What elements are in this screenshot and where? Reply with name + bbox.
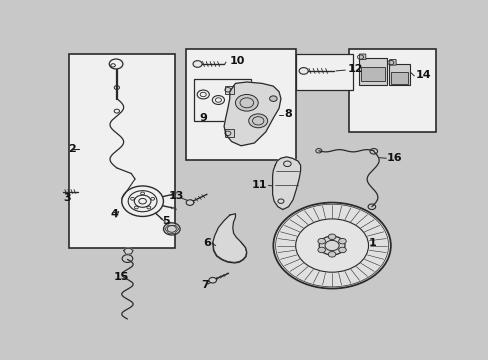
Polygon shape — [123, 248, 133, 255]
Text: 8: 8 — [284, 109, 292, 119]
Circle shape — [208, 278, 216, 283]
FancyBboxPatch shape — [360, 67, 385, 81]
Text: 4: 4 — [110, 209, 118, 219]
Circle shape — [193, 61, 202, 67]
Text: 12: 12 — [346, 64, 362, 74]
Circle shape — [327, 252, 335, 257]
Text: 7: 7 — [201, 280, 208, 290]
FancyBboxPatch shape — [348, 49, 435, 132]
Circle shape — [299, 68, 307, 74]
Text: 16: 16 — [386, 153, 402, 163]
Circle shape — [163, 223, 180, 235]
Circle shape — [317, 247, 325, 253]
FancyBboxPatch shape — [296, 54, 352, 90]
Text: 13: 13 — [169, 191, 184, 201]
FancyBboxPatch shape — [68, 54, 175, 248]
Polygon shape — [212, 214, 246, 263]
Text: 2: 2 — [68, 144, 76, 153]
FancyBboxPatch shape — [390, 72, 407, 84]
FancyBboxPatch shape — [389, 59, 395, 65]
Text: 15: 15 — [113, 273, 128, 283]
Circle shape — [273, 203, 390, 288]
Text: 11: 11 — [252, 180, 267, 190]
Polygon shape — [272, 157, 300, 210]
Polygon shape — [224, 82, 280, 146]
FancyBboxPatch shape — [224, 86, 233, 94]
Text: 14: 14 — [415, 70, 430, 80]
Circle shape — [327, 234, 335, 239]
FancyBboxPatch shape — [359, 54, 365, 59]
Text: 5: 5 — [163, 216, 170, 226]
Circle shape — [248, 114, 267, 128]
Circle shape — [269, 96, 277, 102]
Text: 6: 6 — [203, 238, 210, 248]
Text: 9: 9 — [199, 113, 207, 123]
Text: 1: 1 — [368, 238, 376, 248]
FancyBboxPatch shape — [186, 49, 296, 159]
FancyBboxPatch shape — [358, 58, 386, 85]
Circle shape — [319, 236, 345, 255]
FancyBboxPatch shape — [224, 129, 233, 138]
FancyBboxPatch shape — [193, 79, 250, 121]
Circle shape — [317, 238, 325, 244]
Circle shape — [295, 219, 368, 272]
FancyBboxPatch shape — [388, 64, 409, 85]
Text: 3: 3 — [63, 193, 70, 203]
Circle shape — [338, 238, 346, 244]
Circle shape — [235, 94, 258, 111]
Circle shape — [186, 200, 193, 205]
Text: 10: 10 — [229, 56, 244, 66]
Circle shape — [338, 247, 346, 253]
